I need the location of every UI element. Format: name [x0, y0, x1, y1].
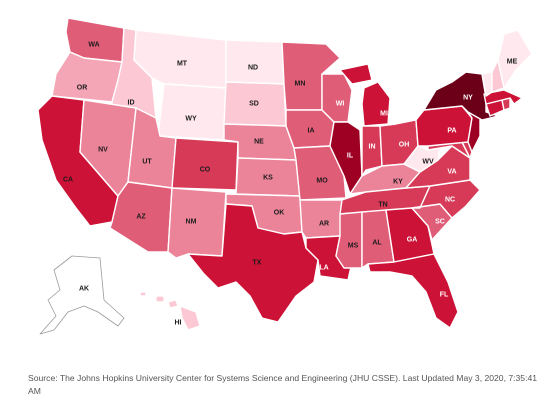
label-NY: NY — [463, 95, 473, 102]
state-NM[interactable] — [167, 187, 227, 259]
label-ME: ME — [507, 59, 518, 66]
label-WA: WA — [88, 42, 99, 49]
label-OR: OR — [77, 85, 88, 92]
state-FL[interactable] — [367, 253, 459, 329]
state-AK[interactable] — [39, 255, 125, 335]
label-ID: ID — [128, 100, 135, 107]
label-OH: OH — [399, 142, 410, 149]
state-GA[interactable] — [385, 207, 435, 263]
label-NC: NC — [445, 197, 455, 204]
label-TN: TN — [378, 202, 387, 209]
state-WY[interactable] — [157, 83, 227, 141]
label-UT: UT — [142, 159, 152, 166]
label-WV: WV — [422, 159, 434, 166]
label-WY: WY — [185, 116, 197, 123]
label-SC: SC — [435, 219, 445, 226]
state-TX[interactable] — [187, 203, 319, 323]
state-ND[interactable] — [225, 39, 285, 85]
label-MT: MT — [177, 61, 188, 68]
state-MA[interactable] — [483, 89, 523, 105]
label-KY: KY — [393, 179, 403, 186]
state-MS[interactable] — [335, 211, 363, 269]
label-GA: GA — [407, 237, 418, 244]
label-MN: MN — [295, 81, 306, 88]
state-MI[interactable] — [339, 63, 391, 127]
us-choropleth-map: WA OR CA ID NV MT WY UT AZ CO NM ND SD N… — [37, 17, 533, 335]
label-WI: WI — [336, 101, 345, 108]
label-AL: AL — [372, 240, 382, 247]
label-MI: MI — [380, 111, 388, 118]
label-LA: LA — [319, 265, 328, 272]
label-AR: AR — [319, 221, 329, 228]
state-CO[interactable] — [171, 137, 239, 191]
label-AZ: AZ — [136, 214, 146, 221]
state-IN[interactable] — [361, 125, 383, 177]
label-CA: CA — [63, 177, 73, 184]
label-IL: IL — [347, 153, 354, 160]
state-ME[interactable] — [497, 29, 533, 89]
label-NE: NE — [254, 139, 264, 146]
label-AK: AK — [79, 286, 89, 293]
label-IN: IN — [369, 144, 376, 151]
state-WI[interactable] — [321, 73, 353, 123]
state-HI[interactable] — [139, 291, 201, 331]
state-labels: WA OR CA ID NV MT WY UT AZ CO NM ND SD N… — [63, 42, 518, 327]
label-NM: NM — [186, 219, 197, 226]
label-VA: VA — [447, 169, 456, 176]
label-HI: HI — [175, 320, 182, 327]
label-MS: MS — [348, 243, 359, 250]
label-OK: OK — [274, 210, 285, 217]
label-KS: KS — [263, 175, 273, 182]
label-NV: NV — [98, 147, 108, 154]
label-ND: ND — [248, 65, 258, 72]
state-AR[interactable] — [299, 199, 343, 239]
label-IA: IA — [308, 128, 315, 135]
label-SD: SD — [249, 101, 259, 108]
label-PA: PA — [447, 128, 456, 135]
label-MO: MO — [316, 178, 328, 185]
state-PA[interactable] — [415, 105, 473, 147]
label-CO: CO — [200, 167, 211, 174]
label-FL: FL — [440, 292, 449, 299]
source-caption: Source: The Johns Hopkins University Cen… — [28, 373, 538, 396]
label-TX: TX — [253, 260, 262, 267]
